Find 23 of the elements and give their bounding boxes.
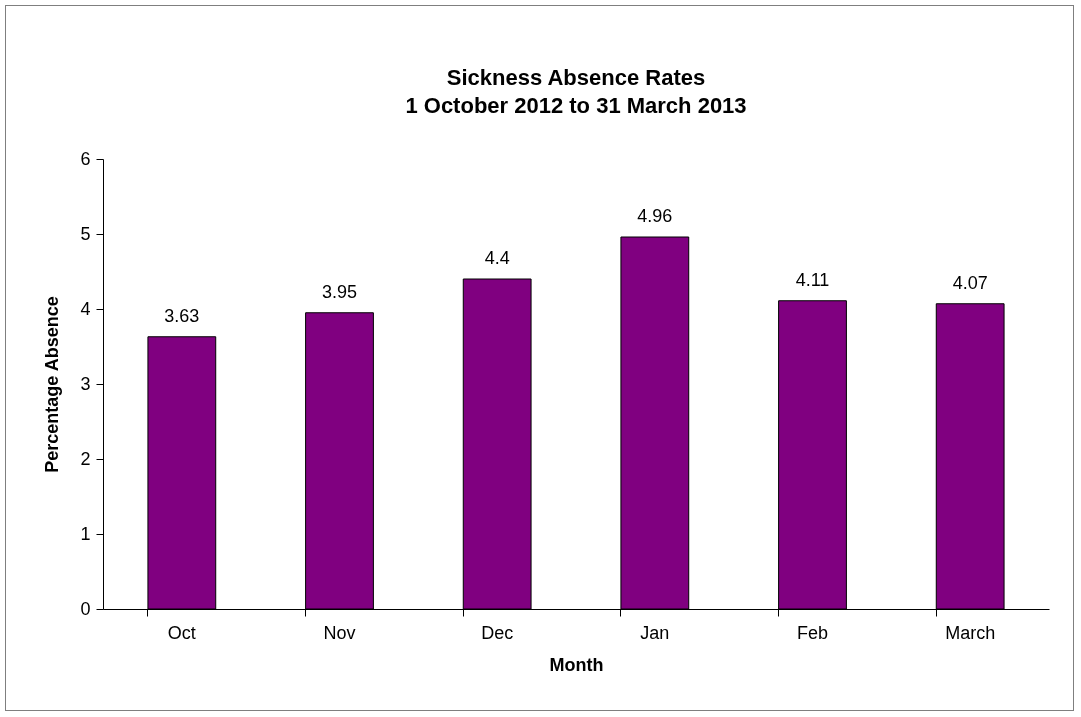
y-tick-label: 6 [80, 148, 91, 169]
x-tick-label: Nov [323, 622, 356, 643]
data-label: 4.07 [952, 272, 988, 293]
x-tick-label: Jan [640, 622, 670, 643]
x-tick-label: Dec [481, 622, 514, 643]
x-tick-label: Oct [167, 622, 196, 643]
x-tick-label: March [945, 622, 996, 643]
y-axis-title: Percentage Absence [42, 296, 63, 473]
y-tick-label: 3 [80, 373, 91, 394]
y-tick-label: 5 [80, 223, 91, 244]
data-label: 4.96 [637, 206, 673, 226]
data-label: 4.11 [795, 269, 830, 290]
x-axis-title: Month [549, 654, 604, 675]
chart-subtitle: 1 October 2012 to 31 March 2013 [405, 93, 747, 118]
chart-title: Sickness Absence Rates [446, 65, 706, 90]
x-tick-label: Feb [796, 622, 829, 643]
y-tick-label: 4 [80, 298, 91, 319]
data-label: 3.95 [321, 281, 358, 302]
y-tick-label: 1 [80, 523, 91, 544]
y-tick-label: 0 [80, 598, 91, 619]
y-tick-label: 2 [80, 448, 91, 469]
data-label: 4.4 [484, 248, 510, 268]
data-label: 3.63 [164, 305, 200, 326]
